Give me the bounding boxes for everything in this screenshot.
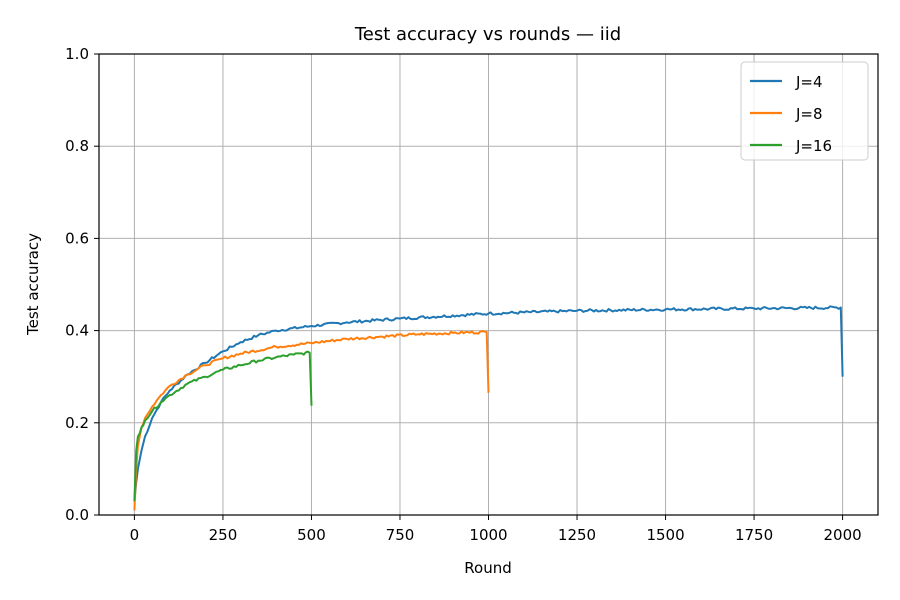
x-tick-label: 0 bbox=[130, 526, 140, 544]
x-tick-label: 500 bbox=[297, 526, 326, 544]
series-layer bbox=[133, 305, 844, 511]
y-tick-label: 0.8 bbox=[65, 137, 89, 155]
series-line-j16 bbox=[133, 350, 313, 502]
x-tick-label: 1500 bbox=[646, 526, 684, 544]
legend-label: J=4 bbox=[795, 73, 823, 91]
y-tick-label: 0.6 bbox=[65, 229, 89, 247]
x-axis-label: Round bbox=[464, 559, 511, 577]
series-line-j4 bbox=[133, 305, 844, 502]
y-tick-label: 0.4 bbox=[65, 322, 89, 340]
x-tick-label: 750 bbox=[386, 526, 415, 544]
y-tick-label: 0.2 bbox=[65, 414, 89, 432]
legend-box bbox=[740, 61, 869, 161]
x-tick-label: 1750 bbox=[735, 526, 773, 544]
y-tick-label: 0.0 bbox=[65, 506, 89, 524]
x-tick-label: 250 bbox=[209, 526, 238, 544]
legend-label: J=8 bbox=[795, 105, 823, 123]
series-line-j8 bbox=[133, 330, 490, 511]
y-tick-label: 1.0 bbox=[65, 45, 89, 63]
legend-label: J=16 bbox=[795, 137, 832, 155]
ticks: 0 250 500 750 1000 1250 1500 1750 2000 0.0 0.2 0.4 0… bbox=[65, 45, 862, 544]
chart-title: Test accuracy vs rounds — iid bbox=[354, 24, 621, 45]
y-axis-label: Test accuracy bbox=[24, 233, 42, 336]
x-tick-label: 1250 bbox=[558, 526, 596, 544]
legend: J=4 J=8 J=16 bbox=[740, 61, 869, 161]
x-tick-label: 2000 bbox=[823, 526, 861, 544]
x-tick-label: 1000 bbox=[469, 526, 507, 544]
